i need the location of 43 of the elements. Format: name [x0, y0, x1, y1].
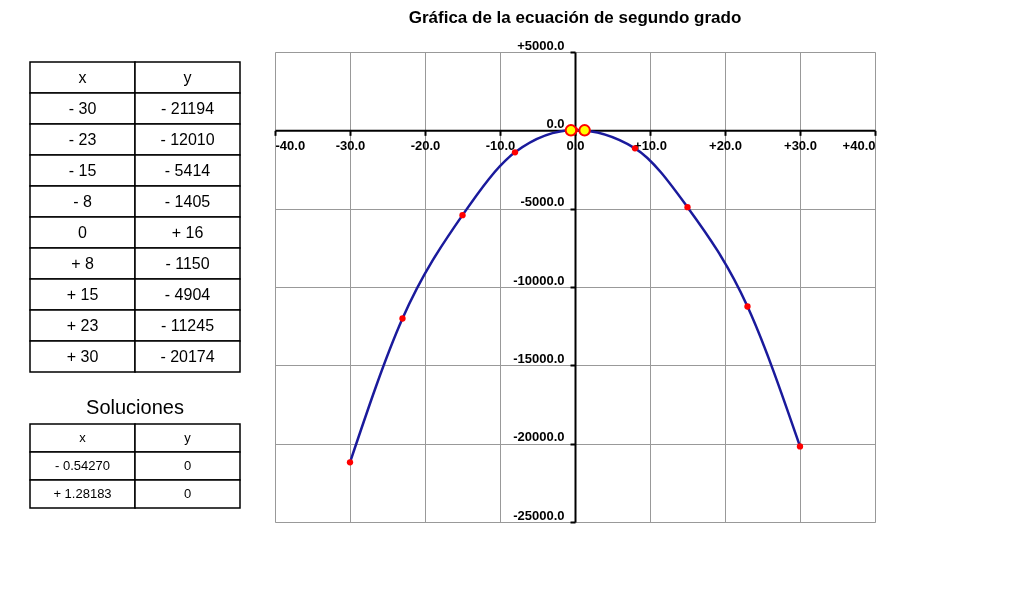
text: - 20174 — [160, 347, 215, 365]
x-tick-label: +30.0 — [784, 137, 817, 153]
text: - 8 — [73, 192, 92, 210]
text: x — [79, 430, 87, 445]
text: - 4904 — [164, 285, 211, 303]
text: + 16 — [171, 223, 204, 241]
y-tick-label: -15000.0 — [513, 350, 565, 366]
text: + 30 — [66, 347, 99, 365]
text: - 21194 — [160, 99, 215, 117]
y-tick-label: -10000.0 — [513, 272, 565, 288]
y-tick-label: 0.0 — [546, 115, 565, 131]
x-tick-label: +20.0 — [709, 137, 742, 153]
text: - 30 — [68, 99, 97, 117]
text: 0 — [183, 486, 192, 501]
text: y — [184, 430, 192, 445]
text: + 23 — [66, 316, 99, 334]
y-tick-label: -5000.0 — [520, 194, 565, 210]
text: + 1.28183 — [53, 486, 112, 501]
x-tick-label: -10.0 — [485, 137, 516, 153]
x-tick-label: -20.0 — [410, 137, 441, 153]
y-tick-label: +5000.0 — [517, 37, 565, 53]
x-tick-label: -40.0 — [275, 137, 306, 153]
text: - 15 — [68, 161, 97, 179]
chart-title: Gráfica de la ecuación de segundo grado — [408, 8, 742, 27]
text: x — [78, 68, 87, 86]
text: + 8 — [71, 254, 94, 272]
text: - 1405 — [164, 192, 211, 210]
text: Soluciones — [86, 396, 184, 418]
x-tick-label: -30.0 — [335, 137, 366, 153]
y-tick-label: -20000.0 — [513, 429, 565, 445]
text: + 15 — [66, 285, 99, 303]
text: - 11245 — [160, 316, 215, 334]
text: y — [183, 68, 192, 86]
text: - 23 — [68, 130, 97, 148]
text: 0 — [78, 223, 88, 241]
text: - 12010 — [160, 130, 215, 148]
x-tick-label: +40.0 — [842, 137, 876, 153]
y-tick-label: -25000.0 — [513, 507, 565, 523]
text: - 0.54270 — [55, 458, 110, 473]
text: - 1150 — [165, 254, 210, 272]
text: 0 — [183, 458, 192, 473]
text: - 5414 — [164, 161, 211, 179]
x-tick-label: +10.0 — [634, 137, 667, 153]
